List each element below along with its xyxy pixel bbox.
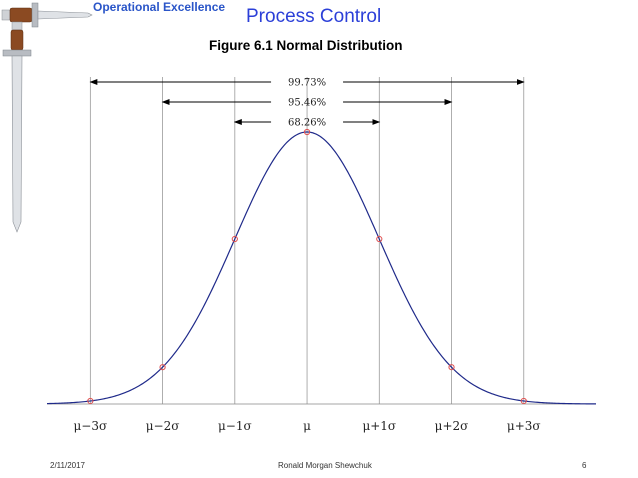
curve-marker-0 [87,397,94,405]
tick-label-0: μ−3σ [73,419,107,433]
interval-label-1: 95.46% [288,98,326,109]
sword-icon [1,2,93,233]
tick-label-3: μ [303,419,311,433]
curve-marker-3 [303,128,311,136]
curve-marker-6 [520,397,527,405]
brand-label: Operational Excellence [93,0,226,14]
normal-curve [46,131,597,405]
curve-marker-2 [231,235,238,243]
tick-label-1: μ−2σ [146,419,180,433]
curve-marker-1 [159,364,166,371]
figure-title: Figure 6.1 Normal Distribution [209,38,403,53]
interval-label-0: 99.73% [288,78,326,89]
tick-label-5: μ+2σ [435,419,469,433]
tick-label-2: μ−1σ [218,419,252,433]
interval-label-2: 68.26% [288,118,326,129]
footer-author: Ronald Morgan Shewchuk [278,461,372,470]
tick-label-6: μ+3σ [507,419,541,433]
footer-date: 2/11/2017 [50,461,85,470]
tick-label-4: μ+1σ [362,419,396,433]
curve-marker-5 [448,364,455,371]
page-title: Process Control [246,6,382,27]
footer-page: 6 [582,461,587,470]
curve-marker-4 [376,235,383,243]
